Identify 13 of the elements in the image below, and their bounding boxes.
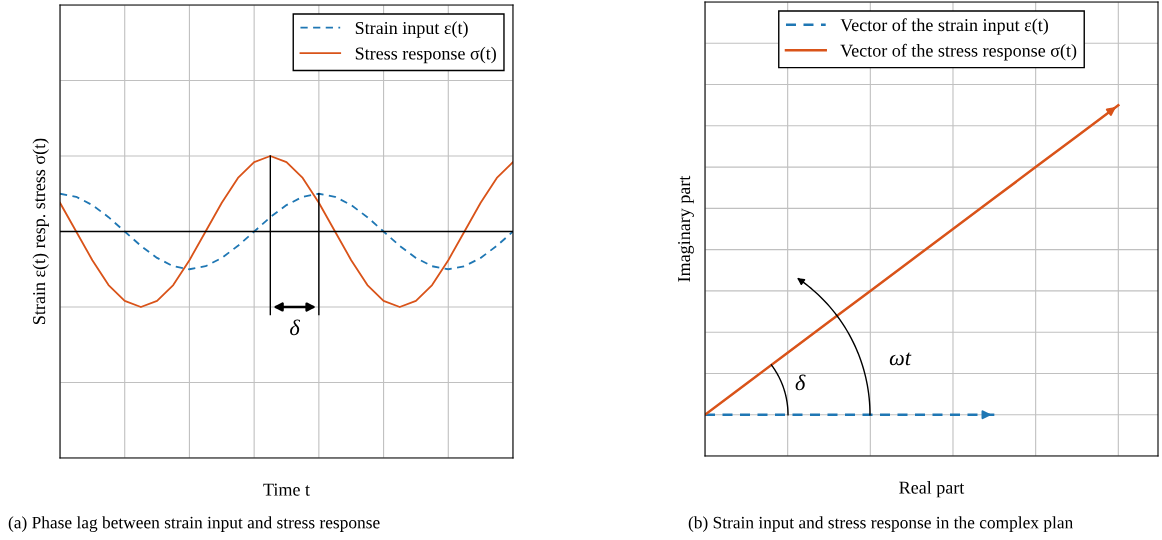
x-axis-title: Time t	[263, 483, 310, 496]
annotation: δ	[795, 374, 806, 391]
legend-label: Strain input ε(t)	[355, 21, 468, 38]
text: δ	[290, 319, 301, 336]
legend-label: Stress response σ(t)	[355, 46, 496, 64]
legend-label: Vector of the stress response σ(t)	[840, 43, 1077, 61]
text: (b) Strain input and stress response in the complex plan	[688, 516, 1073, 532]
x-axis-title: Real part	[899, 481, 965, 498]
text: (a) Phase lag between strain input and stress response	[8, 516, 380, 532]
legend-label: Vector of the strain input ε(t)	[840, 18, 1048, 35]
y-axis-title: Strain ε(t) resp. stress σ(t)	[32, 138, 49, 324]
y-axis-title: Imaginary part	[678, 175, 694, 282]
annotation: ωt	[889, 352, 912, 366]
